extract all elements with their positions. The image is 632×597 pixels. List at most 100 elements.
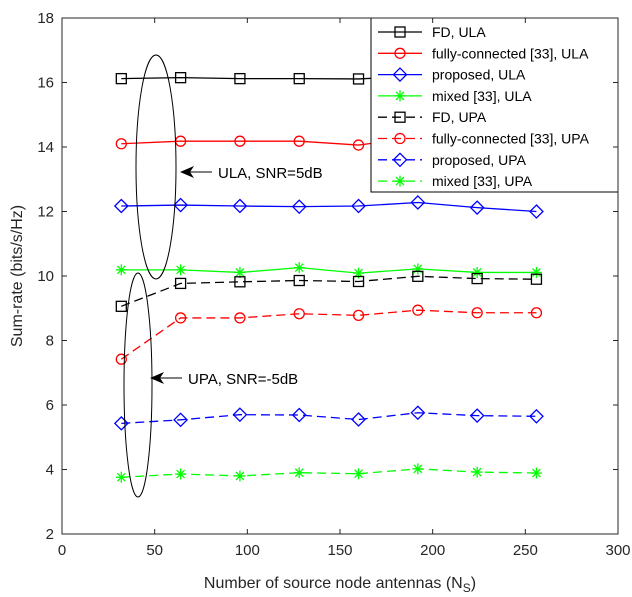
data-point-stroke <box>116 265 126 275</box>
x-axis-title-close: ) <box>471 575 476 592</box>
data-point <box>352 309 365 321</box>
y-axis-title: Sum-rate (bits/s/Hz) <box>9 205 26 347</box>
data-point-stroke <box>235 268 245 277</box>
data-point <box>471 272 483 285</box>
data-point <box>115 300 127 312</box>
data-point <box>232 407 248 423</box>
series-line <box>121 201 537 213</box>
data-point <box>291 407 307 423</box>
data-point <box>469 200 485 216</box>
x-tick-label: 50 <box>146 542 163 559</box>
series-3 <box>113 195 544 219</box>
data-point <box>234 470 246 482</box>
series-line <box>121 275 537 307</box>
data-point <box>173 197 189 213</box>
upa-annotation-label: UPA, SNR=-5dB <box>188 371 298 388</box>
legend-entry: proposed, UPA <box>378 152 527 168</box>
legend-label: FD, ULA <box>432 24 486 40</box>
series-7 <box>113 405 544 431</box>
legend-label: mixed [33], ULA <box>432 88 532 104</box>
x-axis-title: Number of source node antennas (NS) <box>204 575 476 595</box>
legend-entry: proposed, ULA <box>378 67 526 83</box>
upa-group-ellipse <box>123 272 153 498</box>
data-point <box>353 267 365 279</box>
data-point <box>412 304 424 316</box>
x-tick-label: 100 <box>235 542 260 559</box>
data-point <box>293 72 305 85</box>
series-line <box>121 266 537 274</box>
data-point <box>174 277 187 290</box>
x-axis-title-subscript: S <box>463 581 471 595</box>
x-tick-label: 250 <box>513 542 538 559</box>
legend-label: fully-connected [33], ULA <box>432 45 589 61</box>
legend-marker-stroke <box>395 176 405 186</box>
annotation-layer: ULA, SNR=5dB UPA, SNR=-5dB <box>123 54 323 498</box>
data-point-stroke <box>413 464 423 474</box>
legend-entry: mixed [33], ULA <box>378 88 532 104</box>
data-point <box>174 72 187 84</box>
data-point <box>234 266 246 278</box>
ula-arrow-head <box>180 166 194 178</box>
data-point <box>115 353 127 365</box>
series-5 <box>115 270 543 312</box>
data-point <box>291 199 307 215</box>
legend-entry: mixed [33], UPA <box>378 173 533 189</box>
data-point <box>353 468 365 480</box>
data-point-stroke <box>472 268 482 277</box>
data-point-stroke <box>294 468 304 478</box>
data-point <box>529 408 544 424</box>
data-point <box>175 468 187 480</box>
y-tick-label: 8 <box>46 333 54 350</box>
legend-label: fully-connected [33], UPA <box>432 131 590 147</box>
data-point <box>173 412 189 428</box>
data-point-stroke <box>532 268 541 277</box>
y-tick-label: 14 <box>37 139 54 156</box>
upa-arrow-head <box>150 372 164 384</box>
data-point-stroke <box>354 469 363 479</box>
x-axis-title-main: Number of source node antennas (N <box>204 575 463 592</box>
data-point <box>530 307 543 319</box>
data-point <box>530 266 542 278</box>
data-point <box>410 405 426 421</box>
legend-label: proposed, UPA <box>432 152 527 168</box>
data-point <box>412 463 424 475</box>
legend: FD, ULA fully-connected [33], ULA proposed… <box>370 17 619 193</box>
x-tick-label: 0 <box>58 542 66 559</box>
data-point <box>175 264 187 276</box>
legend-label: proposed, ULA <box>432 67 526 83</box>
data-point-stroke <box>354 268 363 278</box>
y-tick-label: 10 <box>37 268 54 285</box>
legend-marker <box>394 47 406 59</box>
legend-entry: fully-connected [33], ULA <box>378 45 589 61</box>
data-point <box>293 262 305 274</box>
data-point-stroke <box>176 265 186 275</box>
data-point <box>115 72 127 85</box>
legend-marker-stroke <box>395 91 405 101</box>
legend-marker <box>394 26 406 38</box>
legend-marker <box>392 67 408 83</box>
data-point <box>351 412 366 427</box>
data-point <box>115 138 127 150</box>
axis-layer: 0 50 100 150 200 250 300 2 4 6 8 10 12 14 16 18 <box>37 10 630 559</box>
series-4 <box>115 262 542 279</box>
legend-label: FD, UPA <box>432 109 487 125</box>
data-point <box>471 266 483 278</box>
data-point <box>412 270 424 282</box>
data-point <box>352 139 365 151</box>
data-point <box>351 198 366 214</box>
data-point <box>471 307 483 319</box>
y-tick-label: 12 <box>37 204 54 221</box>
legend-entry: fully-connected [33], UPA <box>378 131 590 147</box>
legend-label: mixed [33], UPA <box>432 173 533 189</box>
data-point-stroke <box>235 471 245 481</box>
data-point <box>529 204 544 219</box>
data-point-stroke <box>294 263 304 273</box>
legend-marker <box>394 90 406 102</box>
data-point-stroke <box>532 468 541 478</box>
data-point <box>410 195 426 210</box>
data-point <box>293 135 305 147</box>
ula-group-ellipse <box>135 54 177 280</box>
series-6 <box>115 304 543 365</box>
y-tick-label: 2 <box>46 526 54 543</box>
